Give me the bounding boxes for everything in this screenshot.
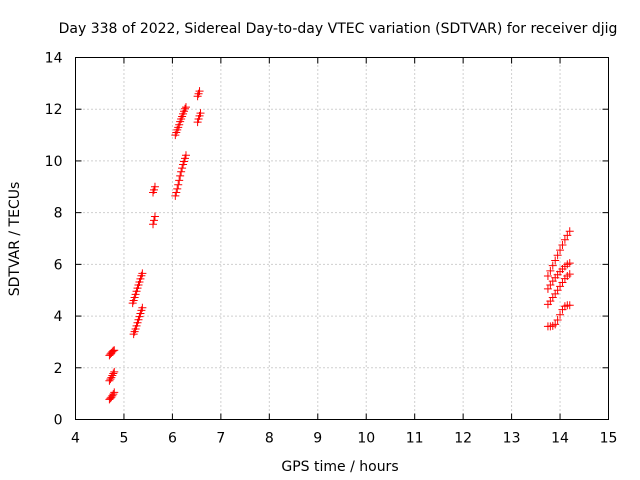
data-point: [178, 164, 187, 173]
data-point: [196, 109, 205, 118]
x-tick-label: 8: [265, 431, 274, 447]
data-point: [175, 176, 184, 185]
data-point: [108, 347, 117, 356]
x-tick-label: 12: [454, 431, 472, 447]
y-tick-label: 4: [54, 309, 63, 325]
data-point: [548, 261, 557, 270]
x-tick-label: 5: [119, 431, 128, 447]
data-point: [106, 375, 115, 384]
data-point: [138, 303, 147, 312]
data-point: [150, 212, 159, 221]
data-point: [546, 266, 555, 275]
data-point: [109, 346, 118, 355]
data-point: [110, 346, 119, 355]
y-tick-label: 12: [45, 102, 63, 118]
axis-ticks: 4 5 6 7 8 9 10 11 12 13 14 15 0 2 4 6 8 10 12 14: [45, 51, 618, 447]
y-tick-label: 8: [54, 206, 63, 222]
data-point: [553, 251, 562, 260]
x-tick-label: 14: [551, 431, 569, 447]
data-point: [565, 270, 574, 279]
data-point: [181, 104, 190, 113]
data-point: [110, 367, 119, 376]
x-axis-label: GPS time / hours: [281, 459, 398, 475]
x-tick-label: 6: [168, 431, 177, 447]
y-tick-label: 6: [54, 257, 63, 273]
data-point: [565, 301, 574, 310]
data-point: [109, 369, 118, 378]
data-point: [195, 87, 204, 96]
data-point: [150, 182, 159, 191]
data-point: [110, 388, 119, 397]
data-point: [173, 184, 182, 193]
x-tick-label: 15: [600, 431, 618, 447]
data-point: [563, 231, 572, 240]
data-point: [551, 320, 560, 329]
data-point: [174, 180, 183, 189]
data-point: [107, 373, 116, 382]
data-point: [558, 240, 567, 249]
y-tick-label: 14: [45, 51, 63, 67]
data-point: [560, 235, 569, 244]
y-tick-label: 2: [54, 361, 63, 377]
data-point: [553, 315, 562, 324]
data-point: [551, 256, 560, 265]
chart-title: Day 338 of 2022, Sidereal Day-to-day VTE…: [59, 21, 618, 37]
data-point: [176, 171, 185, 180]
data-point: [172, 188, 181, 197]
data-point: [108, 371, 117, 380]
x-tick-label: 7: [216, 431, 225, 447]
plot-frame: [75, 57, 609, 420]
y-tick-label: 0: [54, 413, 63, 429]
data-point: [108, 391, 117, 400]
x-tick-label: 4: [71, 431, 80, 447]
y-axis-label: SDTVAR / TECUs: [7, 182, 23, 297]
data-point: [171, 191, 180, 200]
x-tick-label: 11: [406, 431, 424, 447]
data-point: [543, 271, 552, 280]
data-point: [556, 310, 565, 319]
data-point: [565, 227, 574, 236]
data-points: [105, 87, 574, 404]
data-point: [149, 220, 158, 229]
data-point: [181, 151, 190, 160]
x-tick-label: 10: [357, 431, 375, 447]
data-point: [556, 246, 565, 255]
y-tick-label: 10: [45, 154, 63, 170]
data-point: [149, 216, 158, 225]
data-point: [109, 390, 118, 399]
data-point: [177, 167, 186, 176]
data-point: [181, 103, 190, 112]
x-tick-label: 13: [503, 431, 521, 447]
x-tick-label: 9: [313, 431, 322, 447]
data-point: [138, 269, 147, 278]
data-point: [565, 259, 574, 268]
gridlines: [75, 57, 609, 420]
